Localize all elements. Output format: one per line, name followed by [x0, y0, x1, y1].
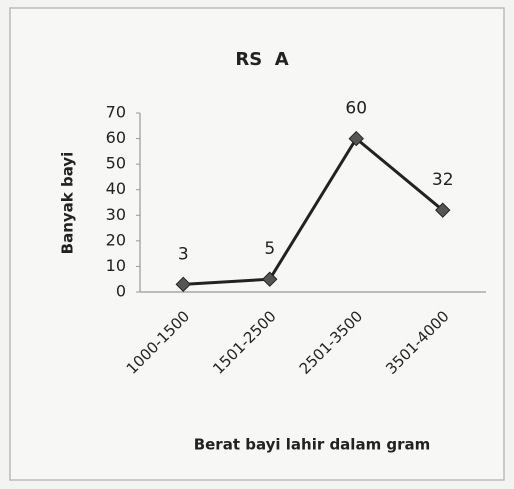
x-axis-label: Berat bayi lahir dalam gram — [194, 436, 431, 454]
data-label: 60 — [345, 99, 367, 119]
y-tick-label: 20 — [106, 230, 126, 249]
y-tick-label: 50 — [106, 154, 126, 173]
y-tick-label: 70 — [106, 103, 126, 122]
data-point — [435, 202, 451, 218]
data-line — [183, 136, 444, 286]
data-label: 32 — [432, 170, 454, 190]
data-label: 5 — [264, 239, 275, 259]
data-point — [175, 276, 191, 293]
data-point — [262, 271, 278, 287]
chart-title: RS A — [235, 49, 288, 70]
y-tick-label: 0 — [116, 282, 126, 301]
chart-frame — [9, 7, 505, 481]
y-tick-label: 30 — [106, 205, 126, 224]
data-point — [348, 130, 364, 147]
y-tick-label: 60 — [106, 128, 126, 147]
y-axis-label: Banyak bayi — [59, 152, 77, 255]
y-tick-label: 40 — [106, 179, 126, 198]
data-label: 3 — [178, 244, 189, 264]
y-tick-label: 10 — [106, 256, 126, 275]
